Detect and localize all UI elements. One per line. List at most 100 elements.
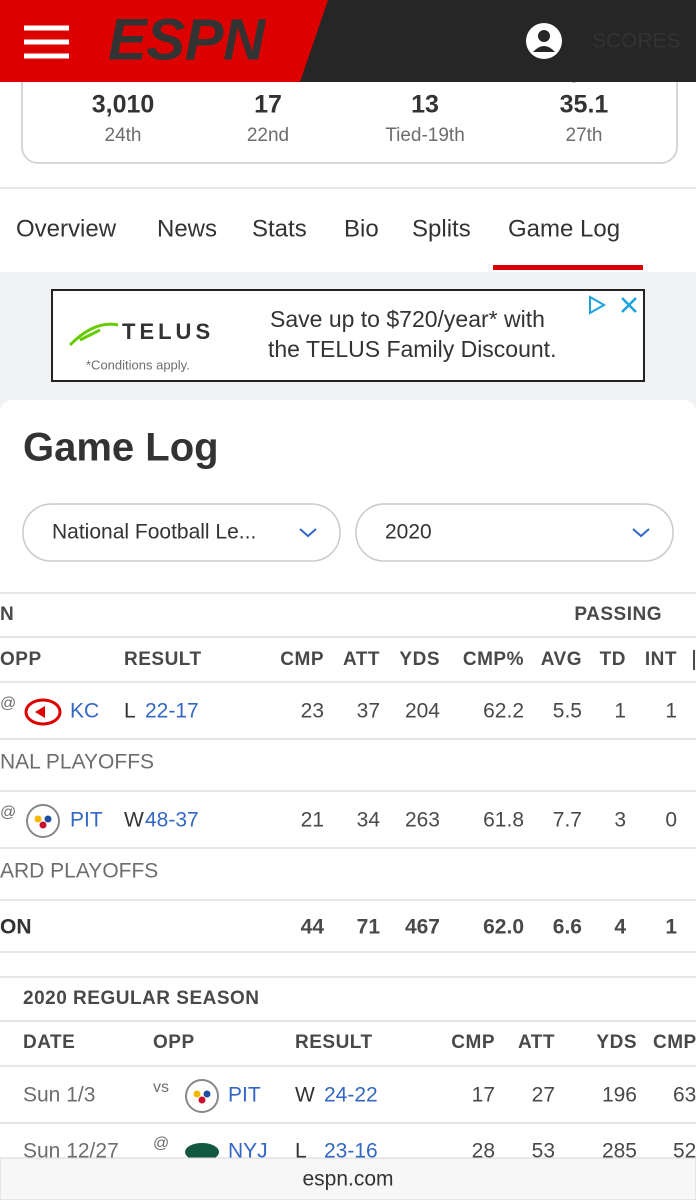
logo[interactable]: ESPN — [108, 7, 268, 72]
footer-text: espn.com — [302, 1168, 393, 1191]
team[interactable]: PIT — [70, 809, 103, 832]
ad-box — [51, 289, 645, 382]
hamburger-bar[interactable] — [24, 39, 69, 45]
stat-cell: 263 — [405, 809, 440, 832]
stat-rank: 22nd — [247, 125, 289, 146]
tab[interactable]: Overview — [16, 215, 117, 242]
row-label: NAL PLAYOFFS — [0, 751, 154, 774]
tab[interactable]: News — [157, 215, 217, 242]
stat-cell: 62.2 — [483, 700, 524, 723]
stat-cell: 28 — [472, 1140, 495, 1163]
team-logo — [185, 1079, 219, 1113]
user-icon-head — [538, 30, 550, 42]
col-header: DATE — [23, 1032, 75, 1053]
col-header: INT — [645, 649, 677, 670]
col-header: CMP% — [463, 649, 524, 670]
team-logo — [198, 1096, 206, 1104]
section-label: PASSING — [574, 604, 662, 625]
stat-cell: 21 — [301, 809, 324, 832]
outcome: W — [124, 809, 144, 832]
col-header: OPP — [153, 1032, 195, 1053]
hamburger-bar[interactable] — [24, 53, 69, 59]
col-header: ATT — [343, 649, 380, 670]
date: Sun 12/27 — [23, 1140, 119, 1163]
team-logo — [26, 804, 60, 838]
tab[interactable]: Splits — [412, 215, 471, 242]
ad-brand: TELUS — [122, 319, 214, 344]
footer — [0, 1157, 696, 1200]
dropdown[interactable] — [355, 503, 674, 562]
col-header: CMP — [653, 1032, 696, 1053]
table-title: 2020 REGULAR SEASON — [23, 988, 260, 1009]
team-logo — [34, 815, 42, 823]
user-icon-body — [533, 46, 555, 52]
outcome: W — [295, 1084, 315, 1107]
stat-cell: 196 — [602, 1084, 637, 1107]
stat-cell: 0 — [665, 809, 677, 832]
chevron — [632, 528, 650, 538]
stat-rank: 27th — [566, 125, 603, 146]
dropdown-text: National Football Le... — [52, 521, 256, 544]
stat-cell: 62.0 — [483, 916, 524, 939]
row-label: ON — [0, 916, 32, 939]
scores-link[interactable]: SCORES — [592, 30, 681, 53]
stat-cell: 27 — [532, 1084, 555, 1107]
col-header: YDS — [399, 649, 440, 670]
team-logo — [39, 821, 47, 829]
stat-cell: 1 — [614, 700, 626, 723]
team-logo — [44, 815, 52, 823]
tab[interactable]: Stats — [252, 215, 307, 242]
stat-cell: 7.7 — [553, 809, 582, 832]
stat-cell: 53 — [532, 1140, 555, 1163]
stat-value: 3,010 — [92, 91, 155, 119]
team-logo — [185, 1143, 219, 1161]
tab-underline — [493, 265, 643, 270]
col-header: ATT — [518, 1032, 555, 1053]
stat-cell: 23 — [301, 700, 324, 723]
ad-logo-mark — [68, 322, 119, 347]
score[interactable]: 24-22 — [324, 1084, 378, 1107]
stat-cell: 5.5 — [553, 700, 582, 723]
ad-line: Save up to $720/year* with — [270, 306, 545, 332]
score[interactable]: 23-16 — [324, 1140, 378, 1163]
at-marker: @ — [0, 804, 16, 821]
stat-cell: 44 — [301, 916, 325, 939]
tab[interactable]: Game Log — [508, 215, 620, 242]
score[interactable]: 48-37 — [145, 809, 199, 832]
card — [0, 400, 696, 1158]
date: Sun 1/3 — [23, 1084, 95, 1107]
tab[interactable]: Bio — [344, 215, 379, 242]
col-header: AVG — [541, 649, 582, 670]
team-logo — [203, 1090, 211, 1098]
col-header: RESULT — [124, 649, 202, 670]
outcome: L — [124, 700, 136, 723]
ad-close[interactable] — [621, 297, 637, 313]
stat-value: 13 — [411, 91, 439, 119]
hamburger-bar[interactable] — [24, 25, 69, 31]
stat-cell: 71 — [357, 916, 381, 939]
stat-cell: 1 — [665, 700, 677, 723]
stat-cell: 63 — [673, 1084, 696, 1107]
col-header: YDS — [596, 1032, 637, 1053]
dropdown[interactable] — [22, 503, 341, 562]
stat-value: 17 — [254, 91, 282, 119]
at-marker: vs — [153, 1079, 169, 1096]
stat-cell: 3 — [614, 809, 626, 832]
team[interactable]: KC — [70, 700, 99, 723]
team[interactable]: PIT — [228, 1084, 261, 1107]
ad-note: *Conditions apply. — [86, 357, 190, 372]
group-label: N — [0, 604, 14, 625]
ad-line: the TELUS Family Discount. — [268, 336, 556, 362]
team[interactable]: NYJ — [228, 1140, 268, 1163]
outcome: L — [295, 1140, 307, 1163]
stat-cell: 204 — [405, 700, 440, 723]
at-marker: @ — [153, 1135, 169, 1152]
stat-value: 35.1 — [560, 91, 609, 119]
col-header: RESULT — [295, 1032, 373, 1053]
score[interactable]: 22-17 — [145, 700, 199, 723]
stat-cell: 52 — [673, 1140, 696, 1163]
col-header: TD — [600, 649, 626, 670]
stat-cell: 1 — [665, 916, 677, 939]
